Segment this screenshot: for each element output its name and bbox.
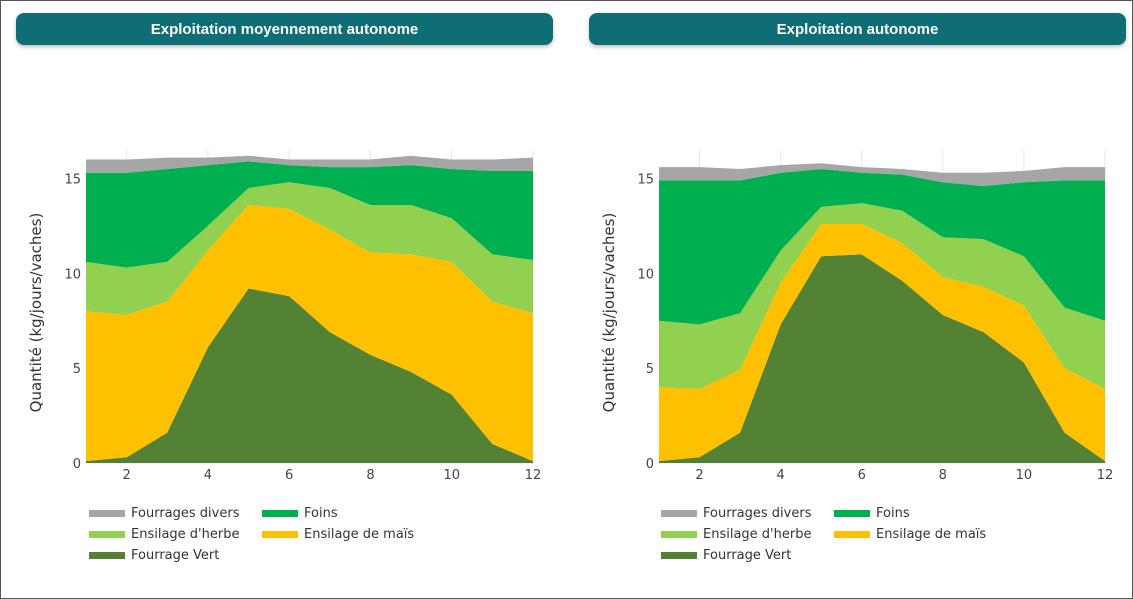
y-tick-label: 15 [637, 172, 654, 187]
y-tick-label: 0 [73, 457, 81, 472]
area-fourrages-divers[interactable] [659, 163, 1105, 187]
legend-swatch [834, 531, 870, 538]
area-fourrages-divers[interactable] [86, 155, 533, 173]
x-tick-label: 4 [204, 468, 212, 483]
legend-swatch [89, 531, 125, 538]
y-tick-label: 10 [64, 267, 81, 282]
legend-label: Fourrage Vert [131, 548, 219, 563]
chart-panel-moyennement-autonome: Exploitation moyennement autonome 2 4 6 8 10… [0, 0, 566, 599]
area-ensilage-d-herbe[interactable] [659, 203, 1105, 390]
legend-item-fourrages-divers[interactable]: Fourrages divers [89, 506, 240, 521]
legend-swatch [834, 510, 870, 517]
legend-swatch [661, 510, 697, 517]
y-axis-label: Quantité (kg/jours/vaches) [600, 213, 618, 413]
area-ensilage-d-herbe[interactable] [86, 182, 533, 316]
legend-item-ensilage-d-herbe[interactable]: Ensilage d'herbe [661, 527, 811, 542]
x-tick-label: 2 [122, 468, 130, 483]
x-tick-label: 8 [366, 468, 374, 483]
stacked-area-chart-moyennement-autonome[interactable]: 2 4 6 8 10 12 0 5 10 15 Quantité (kg/jours/vaches)… [0, 0, 566, 599]
area-ensilage-de-mais[interactable] [659, 223, 1105, 462]
area-foins[interactable] [659, 168, 1105, 325]
legend-item-ensilage-de-mais[interactable]: Ensilage de maïs [262, 527, 414, 542]
y-tick-label: 5 [73, 362, 81, 377]
x-tick-label: 12 [1097, 468, 1114, 483]
y-tick-label: 15 [64, 172, 81, 187]
legend-swatch [661, 531, 697, 538]
legend-swatch [89, 510, 125, 517]
legend-item-foins[interactable]: Foins [262, 506, 338, 521]
chart-title-autonome: Exploitation autonome [589, 13, 1126, 45]
legend-item-ensilage-de-mais[interactable]: Ensilage de maïs [834, 527, 986, 542]
x-tick-label: 10 [443, 468, 460, 483]
stacked-areas [659, 163, 1105, 463]
legend: Fourrages divers Foins Ensilage d'herbe Ens… [89, 506, 414, 563]
legend-swatch [262, 510, 298, 517]
legend-label: Foins [304, 506, 338, 521]
legend-swatch [89, 552, 125, 559]
legend-label: Fourrages divers [703, 506, 812, 521]
legend-label: Fourrage Vert [703, 548, 791, 563]
legend-label: Ensilage de maïs [876, 527, 986, 542]
legend-label: Foins [876, 506, 910, 521]
legend: Fourrages divers Foins Ensilage d'herbe Ens… [661, 506, 986, 563]
legend-label: Ensilage d'herbe [703, 527, 811, 542]
x-tick-label: 2 [695, 468, 703, 483]
x-tick-label: 4 [776, 468, 784, 483]
y-axis-label: Quantité (kg/jours/vaches) [27, 213, 45, 413]
legend-item-fourrages-divers[interactable]: Fourrages divers [661, 506, 812, 521]
area-foins[interactable] [86, 161, 533, 268]
area-ensilage-de-mais[interactable] [86, 205, 533, 462]
legend-item-ensilage-d-herbe[interactable]: Ensilage d'herbe [89, 527, 239, 542]
legend-item-fourrage-vert[interactable]: Fourrage Vert [89, 548, 219, 563]
chart-title-moyennement-autonome: Exploitation moyennement autonome [16, 13, 553, 45]
legend-label: Ensilage d'herbe [131, 527, 239, 542]
legend-swatch [661, 552, 697, 559]
stacked-areas [86, 155, 533, 463]
area-fourrage-vert[interactable] [659, 254, 1105, 463]
x-tick-label: 6 [858, 468, 866, 483]
x-tick-label: 8 [939, 468, 947, 483]
y-tick-label: 0 [646, 457, 654, 472]
y-tick-label: 5 [646, 362, 654, 377]
legend-item-fourrage-vert[interactable]: Fourrage Vert [661, 548, 791, 563]
legend-label: Fourrages divers [131, 506, 240, 521]
chart-panel-autonome: Exploitation autonome 2 4 6 8 10 12 0 5 10 15 Quan… [572, 0, 1133, 599]
stacked-area-chart-autonome[interactable]: 2 4 6 8 10 12 0 5 10 15 Quantité (kg/jours/vaches)… [572, 0, 1133, 599]
x-tick-label: 12 [525, 468, 542, 483]
legend-item-foins[interactable]: Foins [834, 506, 910, 521]
legend-swatch [262, 531, 298, 538]
area-fourrage-vert[interactable] [86, 288, 533, 463]
x-tick-label: 6 [285, 468, 293, 483]
legend-label: Ensilage de maïs [304, 527, 414, 542]
x-tick-label: 10 [1016, 468, 1033, 483]
y-tick-label: 10 [637, 267, 654, 282]
